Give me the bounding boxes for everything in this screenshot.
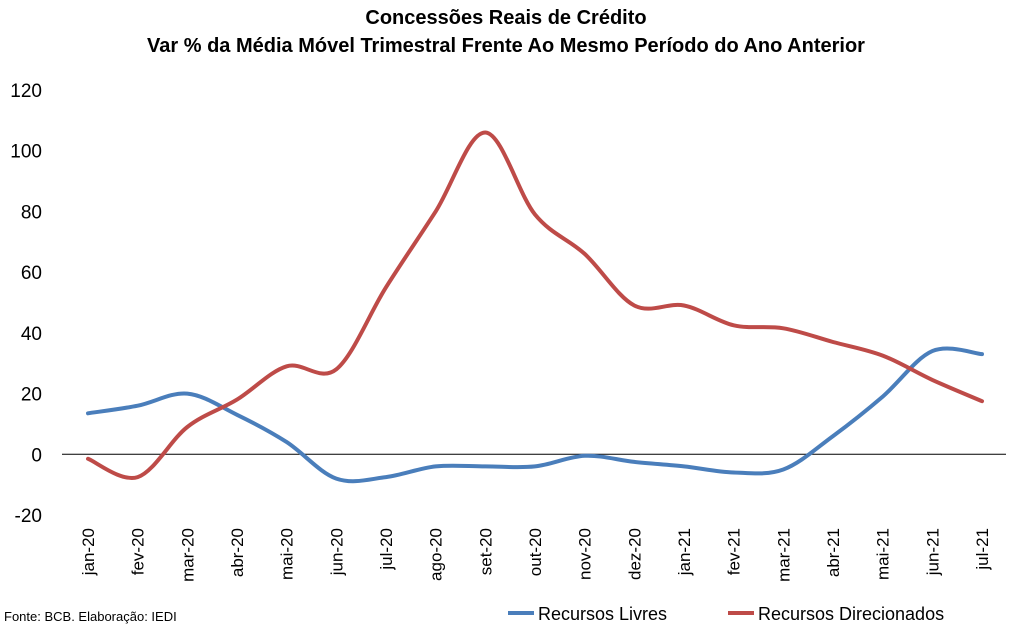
y-tick-label: -20 [15,506,42,527]
x-tick-label: fev-20 [129,528,148,575]
legend-label: Recursos Direcionados [758,604,944,624]
y-tick-label: 0 [31,445,42,466]
legend-label: Recursos Livres [538,604,667,624]
x-tick-label: jun-21 [923,528,942,576]
x-tick-label: dez-20 [625,528,644,580]
x-tick-label: set-20 [476,528,495,575]
x-tick-label: fev-21 [725,528,744,575]
x-tick-label: jun-20 [327,528,346,576]
x-tick-label: abr-20 [228,528,247,577]
x-tick-label: jul-20 [377,528,396,571]
chart-title: Concessões Reais de Crédito [365,7,647,29]
series-line-recursos-livres [86,346,984,484]
y-tick-label: 120 [10,81,42,102]
x-tick-label: mai-21 [874,528,893,580]
x-tick-label: ago-20 [427,528,446,581]
x-tick-label: jan-20 [79,528,98,576]
y-tick-label: 60 [21,263,42,284]
y-tick-label: 40 [21,324,42,345]
y-tick-label: 80 [21,202,42,223]
source-note: Fonte: BCB. Elaboração: IEDI [4,609,177,624]
x-tick-label: jan-21 [675,528,694,576]
x-tick-label: mar-20 [178,528,197,582]
series-line-recursos-direcionados [86,130,984,480]
x-tick-label: nov-20 [576,528,595,580]
x-tick-label: jul-21 [973,528,992,571]
x-tick-label: mar-21 [774,528,793,582]
x-tick-label: mai-20 [278,528,297,580]
x-tick-label: out-20 [526,528,545,576]
chart-subtitle: Var % da Média Móvel Trimestral Frente A… [147,35,865,57]
x-tick-label: abr-21 [824,528,843,577]
y-tick-label: 20 [21,385,42,406]
y-tick-label: 100 [10,142,42,163]
